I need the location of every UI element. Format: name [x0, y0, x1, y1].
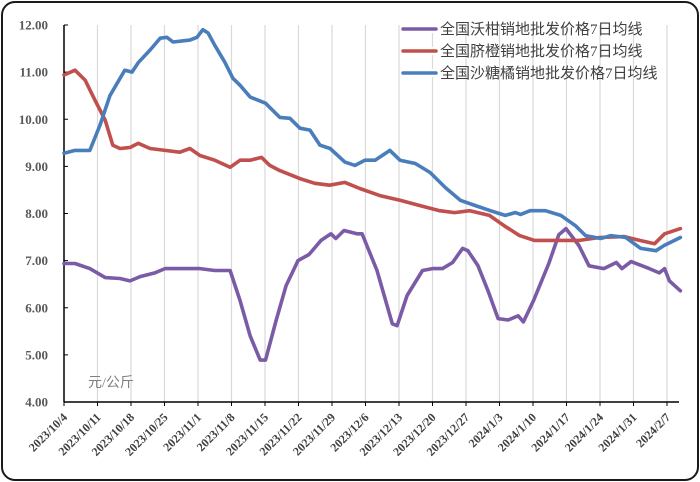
legend-label: 全国脐橙销地批发价格7日均线: [440, 42, 643, 60]
vertical-gridlines: [96, 25, 668, 402]
series-line: [62, 68, 683, 246]
legend-label: 全国沙糖橘销地批发价格7日均线: [440, 64, 658, 82]
y-tick-label: 4.00: [25, 395, 48, 410]
y-axis-ticks: 4.00 5.00 6.00 7.00 8.00 9.00 10.00 11.00 12.00: [19, 18, 68, 410]
y-tick-label: 10.00: [19, 112, 48, 127]
legend-label: 全国沃柑销地批发价格7日均线: [440, 20, 643, 38]
y-tick-label: 7.00: [25, 253, 48, 268]
y-tick-label: 11.00: [19, 65, 48, 80]
series-lines: [62, 27, 683, 362]
legend: 全国沃柑销地批发价格7日均线全国脐橙销地批发价格7日均线全国沙糖橘销地批发价格7…: [401, 20, 658, 82]
x-axis-ticks: 2023/10/42023/10/112023/10/182023/10/252…: [26, 402, 673, 459]
unit-label: 元/公斤: [88, 375, 134, 391]
series-line: [62, 226, 683, 362]
y-tick-label: 12.00: [19, 18, 48, 33]
y-tick-label: 5.00: [25, 347, 48, 362]
y-tick-label: 9.00: [25, 159, 48, 174]
x-tick-label: 2024/2/7: [633, 410, 673, 450]
y-tick-label: 6.00: [25, 300, 48, 315]
series-line: [62, 27, 683, 253]
y-tick-label: 8.00: [25, 206, 48, 221]
